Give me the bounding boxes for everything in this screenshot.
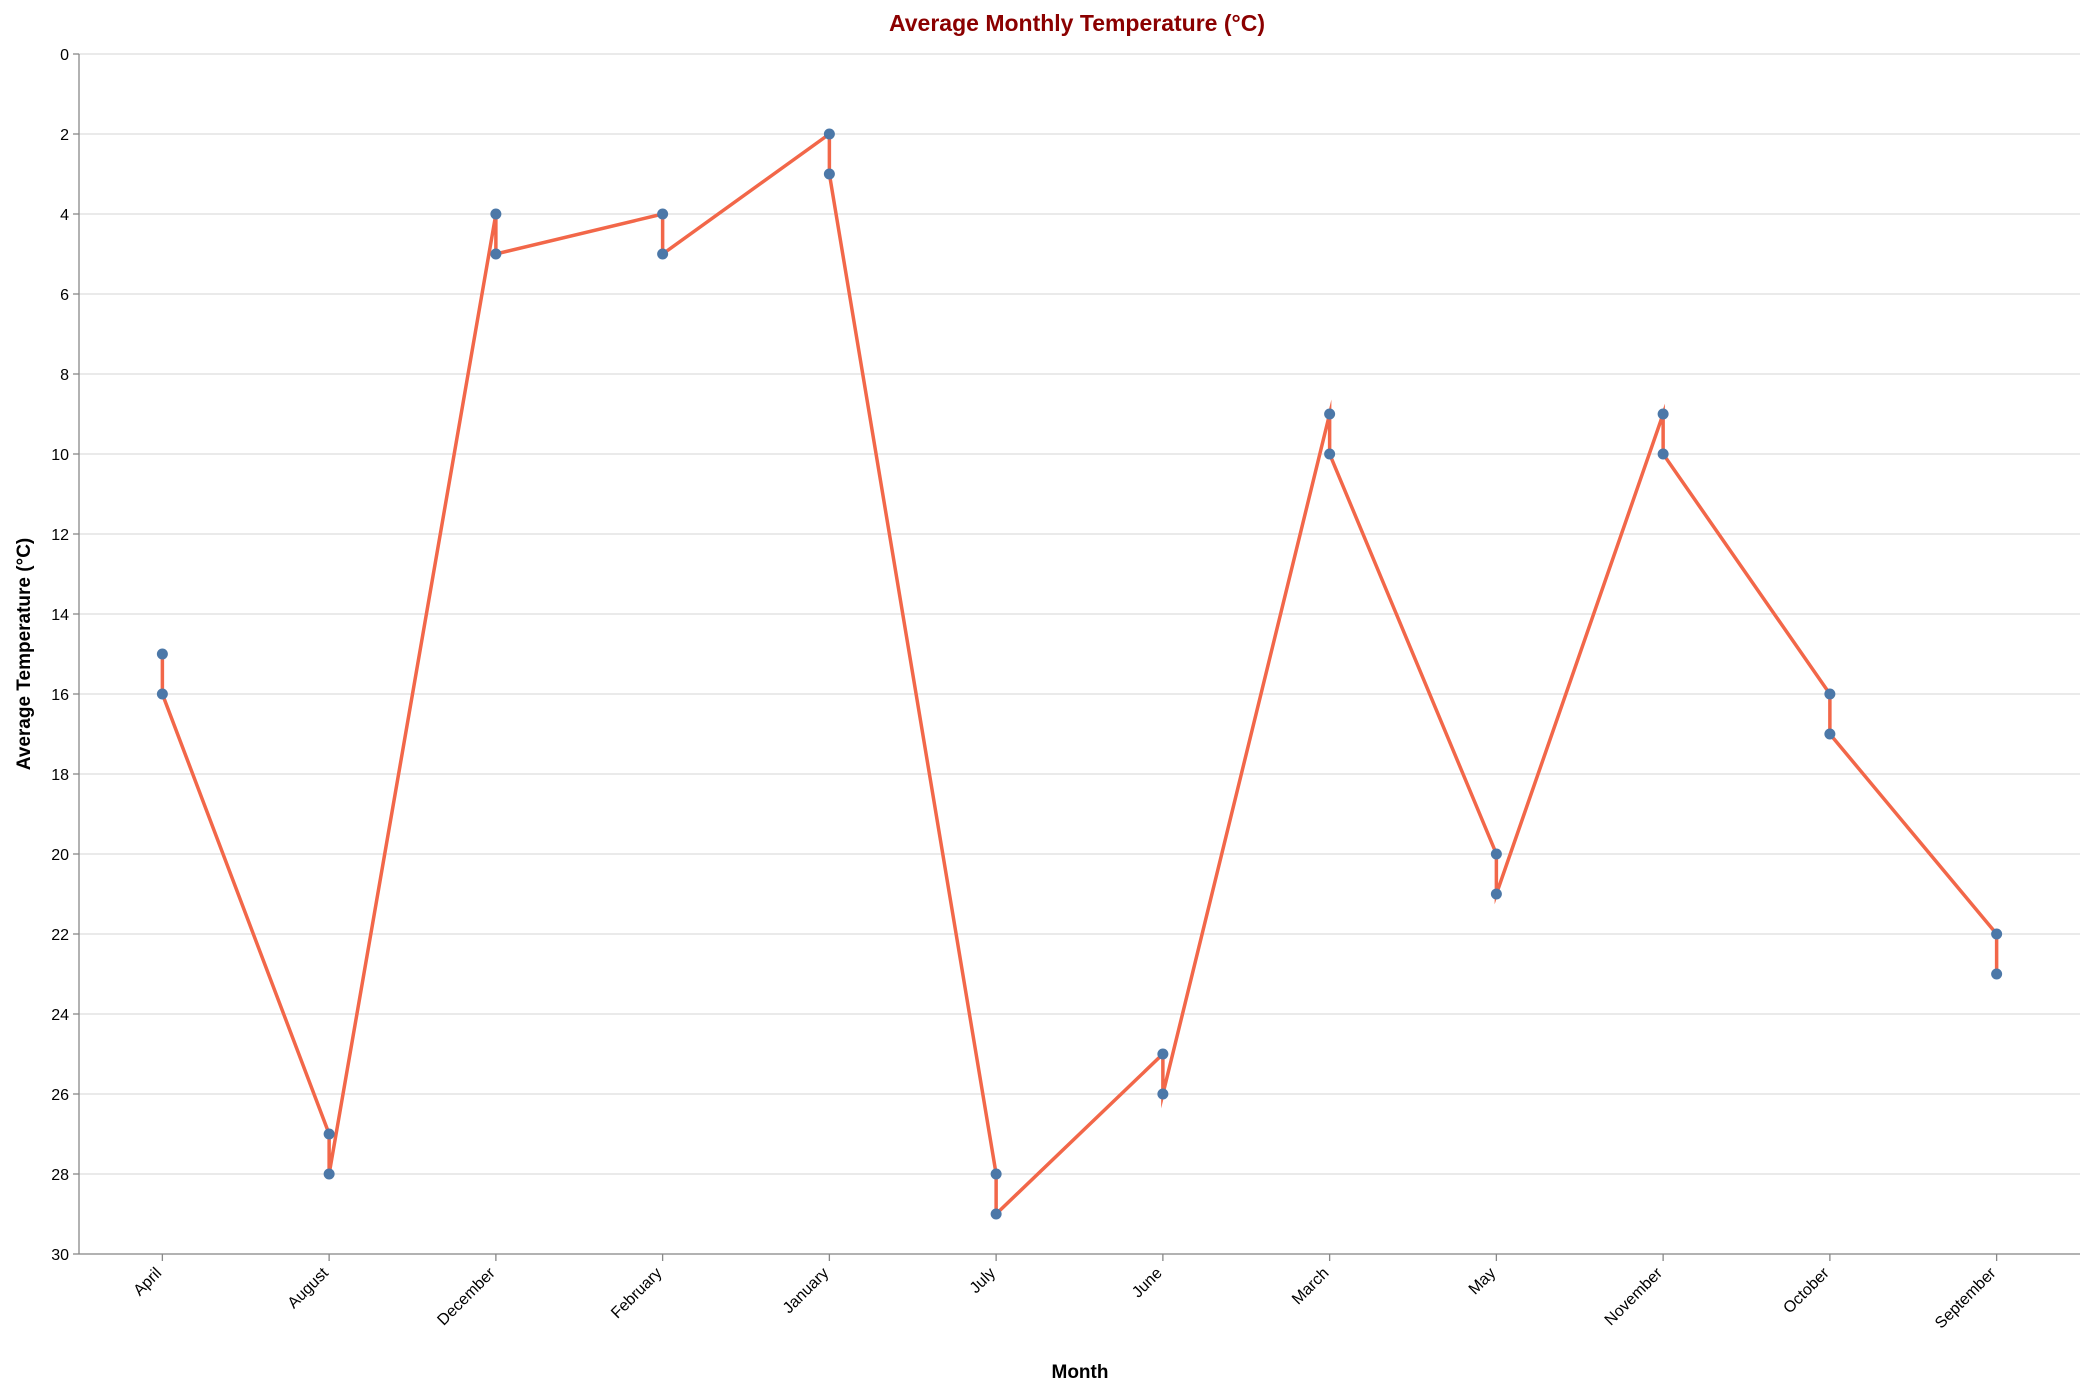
data-point [490,208,502,220]
x-axis-title: Month [1052,1362,1109,1383]
data-point [490,248,502,260]
data-point [990,1168,1002,1180]
x-tick-label: October [1780,1264,1833,1317]
x-tick-label: February [608,1265,665,1322]
data-point [1157,1088,1169,1100]
data-point [823,168,835,180]
data-point [1824,728,1836,740]
data-point [1657,448,1669,460]
grid [79,53,2080,1255]
y-tick-label: 10 [51,447,69,464]
data-point [1991,968,2003,980]
data-point [1991,928,2003,940]
series-line [160,130,1999,1219]
y-tick-label: 26 [51,1087,69,1104]
y-tick-label: 8 [60,367,69,384]
x-tick-label: January [780,1265,832,1317]
x-tick-label: May [1466,1265,1499,1298]
data-point [1657,408,1669,420]
data-point [1324,448,1336,460]
x-tick-label: August [285,1264,333,1312]
y-tick-label: 18 [51,767,69,784]
y-tick-label: 6 [60,287,69,304]
x-tick-label: September [1932,1264,2000,1332]
data-point [1824,688,1836,700]
y-tick-label: 28 [51,1167,69,1184]
data-point [990,1208,1002,1220]
y-tick-label: 2 [60,127,69,144]
y-tick-label: 0 [60,47,69,64]
data-point [657,208,669,220]
data-point [1324,408,1336,420]
temperature-line [160,130,1999,1219]
x-tick-label: April [131,1265,166,1300]
data-point [156,648,168,660]
data-point [1490,888,1502,900]
x-tick-label: March [1289,1265,1332,1308]
data-point [323,1168,335,1180]
data-point [323,1128,335,1140]
y-tick-label: 20 [51,847,69,864]
x-tick-label: July [967,1265,999,1297]
y-tick-label: 14 [51,607,69,624]
x-tick-label: December [434,1264,499,1329]
y-tick-label: 12 [51,527,69,544]
y-tick-label: 22 [51,927,69,944]
x-tick-label: November [1602,1264,1667,1329]
y-tick-label: 24 [51,1007,69,1024]
y-axis-title: Average Temperature (°C) [14,538,35,771]
data-point [823,128,835,140]
y-tick-label: 16 [51,687,69,704]
chart-title: Average Monthly Temperature (°C) [889,10,1265,36]
data-point [156,688,168,700]
data-point [1157,1048,1169,1060]
series-points [156,128,2003,1220]
data-point [1490,848,1502,860]
y-tick-label: 4 [60,207,69,224]
y-tick-label: 30 [51,1247,69,1264]
x-tick-label: June [1129,1265,1166,1302]
data-point [657,248,669,260]
